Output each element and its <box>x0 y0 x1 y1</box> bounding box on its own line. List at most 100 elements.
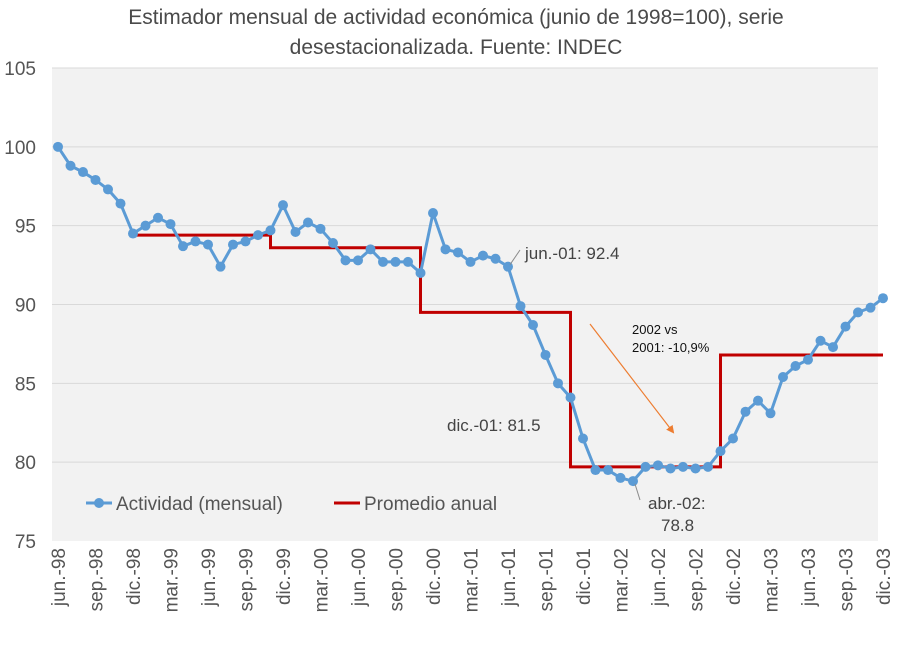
actividad-point <box>440 244 451 255</box>
chart-title-line1: Estimador mensual de actividad económica… <box>128 6 784 29</box>
trend-arrow <box>589 323 675 434</box>
chart-title-line2: desestacionalizada. Fuente: INDEC <box>289 36 623 59</box>
legend-promedio-label: Promedio anual <box>364 494 497 515</box>
actividad-point <box>78 167 88 178</box>
annotation-abr02-line1: abr.-02: <box>648 494 706 513</box>
actividad-point <box>203 239 213 250</box>
y-tick-label: 85 <box>15 374 36 395</box>
x-tick-label: jun.-02 <box>649 548 670 607</box>
x-tick-label: dic.-01 <box>574 548 595 605</box>
actividad-point <box>678 461 688 472</box>
actividad-point <box>628 476 638 487</box>
x-tick-label: jun.-01 <box>499 548 520 607</box>
actividad-point <box>653 460 663 471</box>
actividad-point <box>603 465 613 476</box>
legend-actividad-marker <box>94 498 104 508</box>
actividad-point <box>65 160 76 171</box>
actividad-point <box>403 256 413 267</box>
x-tick-label: dic.-00 <box>424 548 445 605</box>
actividad-point <box>765 408 776 419</box>
actividad-point <box>215 261 226 272</box>
x-tick-label: mar.-03 <box>762 548 783 612</box>
x-tick-label: dic.-98 <box>124 548 145 605</box>
legend-actividad-label: Actividad (mensual) <box>116 494 283 515</box>
actividad-point <box>178 241 188 252</box>
actividad-point <box>353 255 363 266</box>
y-tick-label: 90 <box>15 296 36 317</box>
actividad-point <box>590 465 601 476</box>
annotations: jun.-01: 92.4 dic.-01: 81.5 abr.-02: 78.8 20… <box>447 244 710 535</box>
grid-lines <box>52 67 878 463</box>
actividad-point <box>53 141 63 152</box>
actividad-point <box>415 267 426 278</box>
actividad-point <box>878 293 888 304</box>
actividad-point <box>290 226 301 237</box>
actividad-point <box>153 212 163 223</box>
x-tick-label: sep.-99 <box>237 548 258 611</box>
x-tick-label: mar.-99 <box>162 548 183 612</box>
actividad-point <box>328 238 338 249</box>
x-tick-label: mar.-02 <box>612 548 633 612</box>
actividad-point <box>128 228 138 239</box>
actividad-point <box>790 360 801 371</box>
actividad-point <box>165 219 176 230</box>
actividad-point <box>428 208 438 219</box>
actividad-point <box>540 349 551 360</box>
y-tick-label: 95 <box>15 217 36 238</box>
actividad-point <box>190 236 201 247</box>
promedio-anual-line <box>133 233 883 469</box>
actividad-point <box>90 174 101 185</box>
actividad-point <box>515 301 526 312</box>
actividad-point <box>815 335 826 346</box>
actividad-point <box>803 354 813 365</box>
y-axis: 75 80 85 90 95 100 105 <box>4 59 36 553</box>
actividad-point <box>615 472 626 483</box>
x-tick-label: dic.-02 <box>724 548 745 605</box>
actividad-point <box>103 184 113 195</box>
actividad-point <box>565 392 576 403</box>
annotation-abr02-line2: 78.8 <box>661 516 694 535</box>
actividad-point <box>840 321 851 332</box>
x-tick-label: jun.-98 <box>49 548 70 607</box>
actividad-point <box>640 461 651 472</box>
leader-line-abr02 <box>634 483 641 501</box>
x-tick-label: dic.-99 <box>274 548 295 605</box>
actividad-point <box>303 217 313 228</box>
actividad-point <box>778 372 788 383</box>
x-axis: jun.-98 sep.-98 dic.-98 mar.-99 jun.-99 sep.-… <box>49 548 895 612</box>
y-tick-label: 80 <box>15 453 36 474</box>
actividad-point <box>865 302 876 313</box>
promedio-anual-series <box>133 233 883 469</box>
x-tick-label: mar.-00 <box>312 548 333 612</box>
actividad-series <box>53 141 888 487</box>
annotation-dic01: dic.-01: 81.5 <box>447 416 541 435</box>
actividad-point <box>390 256 401 267</box>
x-tick-label: jun.-99 <box>199 548 220 607</box>
actividad-point <box>578 433 588 444</box>
actividad-point <box>278 200 288 211</box>
x-tick-label: sep.-03 <box>837 548 858 611</box>
x-tick-label: mar.-01 <box>462 548 483 612</box>
x-tick-label: jun.-03 <box>799 548 820 607</box>
x-tick-label: jun.-00 <box>349 548 370 607</box>
x-tick-label: dic.-03 <box>874 548 895 605</box>
actividad-point <box>115 198 126 209</box>
actividad-point <box>490 253 501 264</box>
actividad-point <box>715 446 726 457</box>
x-tick-label: sep.-01 <box>537 548 558 611</box>
actividad-point <box>228 239 238 250</box>
actividad-point <box>465 256 476 267</box>
actividad-point <box>340 255 351 266</box>
actividad-point <box>528 319 538 330</box>
y-tick-label: 75 <box>15 532 36 553</box>
x-tick-label: sep.-00 <box>387 548 408 611</box>
annotation-variacion-line2: 2001: -10,9% <box>632 340 710 355</box>
actividad-point <box>740 406 751 417</box>
actividad-point <box>478 250 488 261</box>
actividad-point <box>453 247 463 258</box>
leader-line-jun01 <box>509 249 521 265</box>
actividad-point <box>253 230 263 241</box>
y-tick-label: 105 <box>4 59 36 80</box>
